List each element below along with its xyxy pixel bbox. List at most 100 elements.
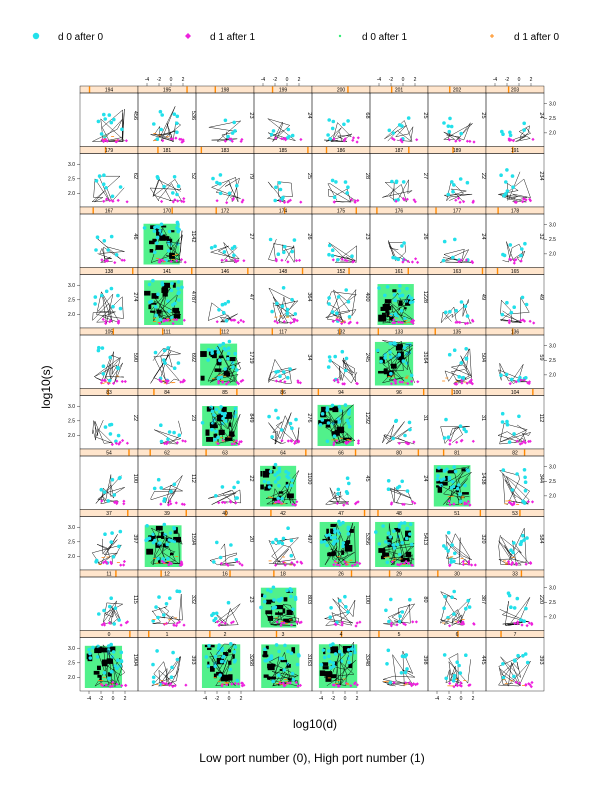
data-point: [169, 539, 174, 543]
data-point: [226, 357, 230, 361]
data-point: [326, 421, 331, 425]
panel-id-label: 47: [338, 511, 344, 517]
data-point: [466, 468, 470, 473]
data-point: [109, 120, 114, 125]
data-point: [282, 684, 286, 688]
data-point: [104, 289, 109, 294]
data-point: [181, 439, 185, 443]
data-point: [94, 558, 99, 563]
data-point: [453, 237, 457, 242]
data-point: [454, 308, 459, 313]
density-mark: [209, 425, 218, 429]
panel-frame: [369, 395, 429, 450]
strip-indicator: [115, 570, 117, 577]
data-point: [403, 623, 407, 627]
data-point: [508, 382, 512, 386]
data-point: [286, 439, 290, 443]
data-point: [219, 561, 223, 566]
data-point: [107, 113, 112, 117]
density-mark: [226, 372, 231, 377]
data-point: [401, 260, 405, 264]
data-point: [346, 299, 351, 304]
panel-count-label: 25: [422, 112, 428, 118]
panel-count-label: 1292: [364, 412, 370, 424]
data-point: [151, 540, 156, 545]
legend-label: d 0 after 0: [58, 32, 103, 43]
data-point: [412, 440, 416, 444]
panel-count-label: 536: [190, 111, 196, 120]
data-point: [452, 348, 457, 353]
data-point: [125, 200, 129, 204]
data-point: [226, 380, 230, 384]
density-mark: [172, 282, 176, 288]
panel-id-label: 83: [106, 390, 112, 396]
data-point: [406, 561, 411, 565]
density-mark: [206, 406, 215, 412]
strip-indicator: [388, 570, 391, 577]
data-point: [524, 606, 528, 611]
y-tick-label: 2.5: [68, 298, 75, 304]
data-point: [278, 500, 282, 504]
data-point: [122, 559, 126, 564]
density-mark: [436, 485, 439, 488]
data-point: [238, 562, 242, 566]
strip-indicator: [148, 631, 150, 637]
data-point: [392, 293, 397, 297]
data-point: [116, 365, 120, 370]
x-tick-label: -4: [145, 77, 150, 83]
data-point: [118, 185, 123, 189]
data-point: [467, 562, 471, 566]
data-point: [527, 621, 531, 625]
strip-indicator: [348, 268, 350, 274]
density-mark: [146, 548, 154, 555]
data-point: [280, 621, 284, 625]
strip-indicator: [153, 389, 155, 395]
panel-frame: [79, 92, 139, 147]
density-mark: [164, 236, 170, 241]
data-point: [398, 294, 402, 298]
data-point: [330, 253, 335, 258]
density-mark: [325, 424, 331, 428]
data-point: [506, 560, 511, 564]
data-point: [173, 684, 177, 688]
panel-id-label: 148: [279, 269, 288, 275]
data-point: [233, 442, 237, 446]
data-point: [527, 439, 531, 444]
data-point: [507, 440, 512, 444]
data-point: [101, 372, 106, 376]
data-point: [386, 531, 391, 535]
data-point: [389, 371, 393, 376]
data-point: [100, 293, 104, 298]
density-mark: [99, 675, 102, 682]
data-point: [284, 138, 288, 142]
data-point: [348, 652, 353, 656]
y-tick-label: 2.5: [549, 116, 556, 122]
data-point: [508, 130, 512, 135]
data-point: [101, 561, 106, 565]
strip-indicator: [497, 207, 499, 214]
data-point: [230, 442, 234, 446]
trace-lines: [213, 603, 241, 626]
data-point: [288, 681, 292, 685]
data-point: [505, 419, 509, 424]
data-point: [220, 258, 224, 262]
data-point: [274, 136, 278, 140]
panel-id-label: 185: [279, 148, 288, 154]
data-point: [111, 650, 116, 654]
data-point: [285, 484, 290, 488]
data-point: [155, 235, 160, 240]
data-point: [289, 553, 294, 558]
data-point: [182, 200, 186, 204]
data-point: [523, 488, 528, 493]
y-tick-label: 2.5: [549, 600, 556, 606]
data-point: [391, 321, 395, 325]
data-point: [175, 318, 179, 322]
data-point: [214, 611, 219, 616]
data-point: [514, 561, 518, 565]
